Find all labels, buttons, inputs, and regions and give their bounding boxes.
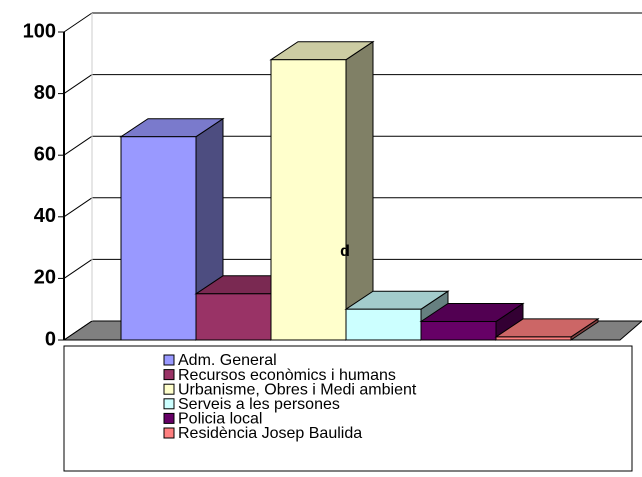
y-tick-label: 60 [34,143,56,165]
legend-swatch [163,383,175,395]
legend-label: Adm. General [178,352,277,369]
legend-label: Residència Josep Baulida [178,425,362,442]
legend-label: Policia local [178,411,262,428]
y-tick-label: 80 [34,82,56,104]
bar [495,336,572,341]
y-tick-label: 0 [45,328,56,350]
legend-swatch [163,427,175,439]
grid-line [63,197,93,218]
annotation: d [340,243,350,260]
y-tick-label: 40 [34,205,56,227]
legend-box [63,345,633,472]
grid-line [63,12,93,33]
y-tick-label: 100 [23,20,56,42]
legend-swatch [163,354,175,366]
y-tick-label: 20 [34,267,56,289]
legend-label: Urbanisme, Obres i Medi ambient [178,381,417,398]
bar [195,293,272,341]
bar [420,321,497,341]
grid-line [63,258,93,279]
legend-swatch [163,398,175,410]
legend-swatch [163,412,175,424]
grid-line [63,320,93,341]
grid-line [63,135,93,156]
grid-line [63,74,93,95]
bar [270,59,347,341]
legend-label: Recursos econòmics i humans [178,367,396,384]
legend-label: Serveis a les persones [178,396,340,413]
legend-swatch [163,369,175,381]
bar [120,136,197,341]
bar [345,308,422,341]
